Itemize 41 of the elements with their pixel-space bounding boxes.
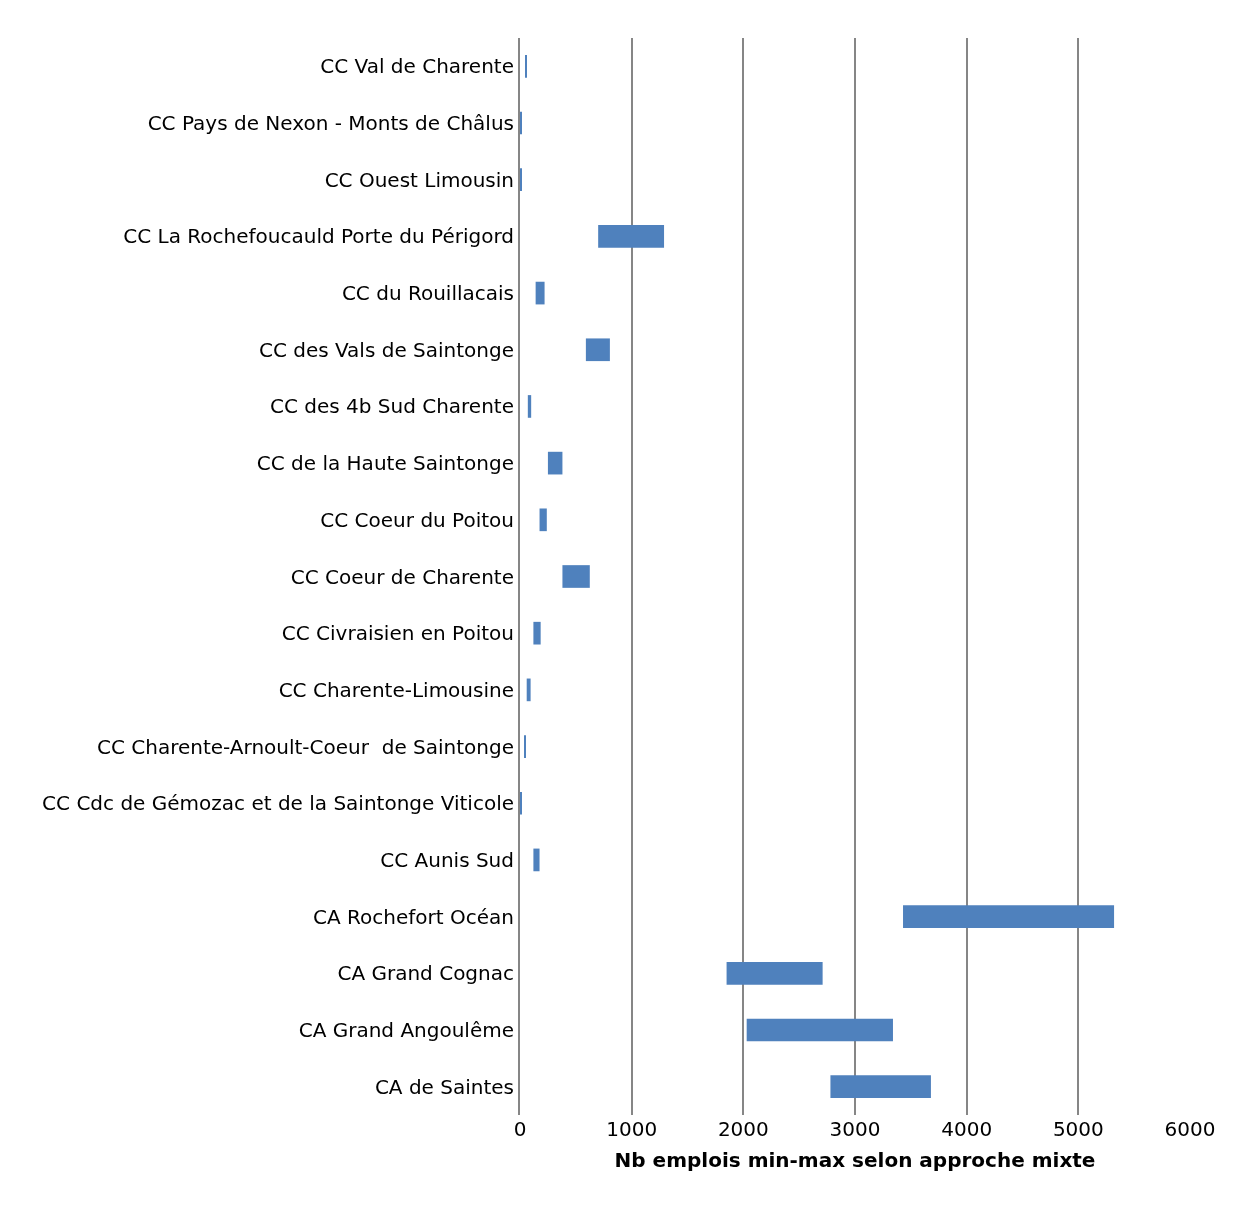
y-tick-label: CA Grand Angoulême	[298, 1017, 514, 1042]
y-tick-label: CA Rochefort Océan	[313, 904, 514, 929]
x-tick-label: 2000	[717, 1117, 769, 1141]
x-tick-label: 1000	[606, 1117, 658, 1141]
x-axis-title: Nb emplois min-max selon approche mixte	[614, 1147, 1096, 1172]
x-tick-label: 0	[513, 1117, 527, 1141]
y-tick-label: CC Pays de Nexon - Monts de Châlus	[147, 111, 514, 136]
bar	[562, 565, 590, 588]
x-tick-label: 6000	[1164, 1117, 1216, 1141]
bar	[746, 1018, 893, 1042]
bar	[830, 1075, 931, 1098]
y-tick-label: CA de Saintes	[374, 1074, 514, 1099]
x-tick-label: 5000	[1052, 1117, 1104, 1141]
y-tick-label: CC Coeur de Charente	[290, 564, 514, 589]
bar	[527, 395, 532, 418]
y-tick-label: CA Grand Cognac	[337, 961, 514, 986]
y-tick-label: CC Civraisien en Poitou	[281, 621, 514, 646]
y-tick-label: CC Charente-Limousine	[278, 677, 514, 702]
bar	[547, 451, 563, 475]
y-tick-label: CC des 4b Sud Charente	[269, 394, 514, 419]
bar	[598, 225, 665, 248]
y-tick-label: CC des Vals de Saintonge	[258, 337, 514, 362]
y-tick-label: CC Charente-Arnoult-Coeur de Saintonge	[96, 734, 514, 759]
bar	[533, 621, 541, 645]
y-tick-label: CC Val de Charente	[320, 54, 514, 79]
bar	[539, 508, 547, 532]
y-tick-label: CC Ouest Limousin	[324, 167, 514, 192]
y-tick-label: CC La Rochefoucauld Porte du Périgord	[123, 224, 514, 249]
x-tick-label: 4000	[941, 1117, 993, 1141]
x-tick-label: 3000	[829, 1117, 881, 1141]
bar	[903, 905, 1115, 928]
y-tick-label: CC Aunis Sud	[380, 847, 514, 872]
bar	[585, 338, 610, 362]
bar	[726, 961, 823, 985]
bar	[535, 281, 545, 305]
y-tick-label: CC de la Haute Saintonge	[256, 451, 514, 476]
y-tick-label: CC Coeur du Poitou	[320, 507, 514, 532]
y-tick-label: CC du Rouillacais	[341, 281, 514, 306]
y-tick-label: CC Cdc de Gémozac et de la Saintonge Viticole	[42, 791, 514, 816]
bar	[526, 678, 531, 702]
bar	[533, 848, 540, 872]
